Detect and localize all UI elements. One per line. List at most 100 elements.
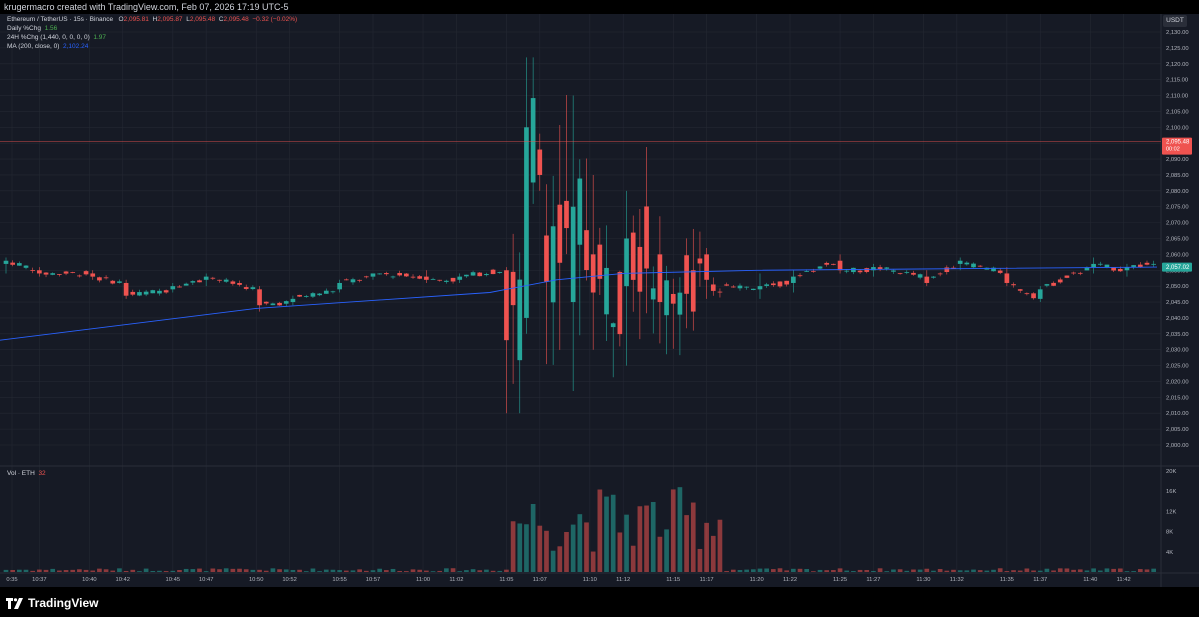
time-axis[interactable]: 0:35 10:37 10:40 10:42 10:45 10:47 10:50 10:52 1… — [6, 577, 1130, 583]
candle-body — [317, 293, 322, 296]
volume-bar — [530, 504, 536, 572]
candle-body — [377, 273, 382, 275]
candle-body — [1084, 267, 1090, 271]
ohlc-item: O2,095.81 — [118, 16, 149, 23]
candle-body — [70, 272, 76, 273]
volume-bar — [110, 570, 116, 572]
candle-body — [1111, 267, 1116, 271]
volume-bar — [10, 569, 16, 572]
ohlc-item: C2,095.48 — [218, 16, 249, 23]
candle-body — [544, 235, 549, 282]
volume-bar — [377, 568, 382, 572]
candle-body — [444, 280, 449, 282]
volume-bar — [283, 569, 289, 572]
volume-bar — [237, 568, 242, 572]
volume-bar — [677, 487, 683, 572]
brand-name: TradingView — [28, 596, 99, 610]
time-tick-label: 10:55 — [332, 577, 347, 583]
candle-body — [924, 276, 930, 283]
legend-ma-row[interactable]: MA (200, close, 0) 2,102.24 — [7, 43, 88, 51]
candle-body — [90, 273, 96, 277]
volume-bar — [310, 568, 316, 572]
candle-body — [717, 291, 723, 293]
candle-body — [831, 263, 836, 265]
candle-body — [203, 276, 209, 280]
candle-body — [750, 288, 756, 290]
candle-body — [243, 287, 249, 289]
volume-bar — [564, 532, 569, 572]
volume-bar — [323, 569, 329, 572]
volume-bar — [877, 568, 883, 572]
price-tick-label: 2,010.00 — [1166, 411, 1189, 417]
candle-body — [937, 273, 943, 275]
volume-bar — [951, 569, 956, 572]
candle-body — [217, 279, 222, 281]
symbol-name[interactable]: Ethereum / TetherUS · 15s · Binance — [7, 16, 114, 23]
candle-body — [644, 206, 649, 269]
price-tick-label: 2,000.00 — [1166, 443, 1189, 449]
volume-bar — [570, 524, 576, 572]
candle-body — [30, 270, 36, 271]
candle-body — [577, 178, 583, 245]
volume-bar — [303, 571, 309, 572]
candle-body — [57, 274, 62, 275]
volume-bar — [197, 568, 202, 572]
moving-average-line — [0, 266, 1158, 341]
volume-bar — [1031, 570, 1036, 572]
volume-bar — [630, 545, 636, 572]
volume-bar — [957, 570, 963, 572]
volume-bar — [710, 535, 716, 572]
price-tick-label: 2,060.00 — [1166, 252, 1189, 258]
candle-body — [183, 283, 189, 286]
volume-bar — [77, 569, 82, 572]
volume-bar — [650, 502, 656, 572]
legend-24h-row[interactable]: 24H %Chg (1,440, 0, 0, 0, 0) 1.97 — [7, 34, 106, 42]
volume-bar — [157, 570, 162, 572]
candle-body — [303, 296, 309, 297]
legend-volume-row[interactable]: Vol · ETH 32 — [7, 470, 46, 478]
volume-bar — [97, 568, 102, 572]
chart-canvas[interactable]: 2,130.00 2,125.00 2,120.00 2,115.00 2,110.00… — [0, 14, 1199, 587]
price-axis[interactable]: 2,130.00 2,125.00 2,120.00 2,115.00 2,110.00… — [1166, 30, 1189, 449]
volume-bar — [210, 568, 216, 572]
time-tick-label: 11:25 — [833, 577, 847, 583]
volume-axis[interactable]: 20K 16K 12K 8K 4K — [1166, 469, 1176, 556]
volume-bar — [243, 569, 249, 572]
candle-body — [737, 285, 743, 289]
legend-daily-row[interactable]: Daily %Chg 1.56 — [7, 25, 57, 33]
time-tick-label: 10:40 — [82, 577, 97, 583]
candle-body — [83, 271, 89, 275]
candle-body — [1117, 268, 1123, 272]
volume-bar — [617, 532, 623, 572]
candle-body — [43, 272, 49, 275]
candle-body — [764, 284, 769, 286]
candle-body — [470, 272, 476, 276]
candle-body — [103, 277, 109, 279]
price-tick-label: 2,050.00 — [1166, 284, 1189, 290]
candle-body — [1104, 264, 1110, 268]
candle-body — [704, 254, 709, 280]
ma-price-tag — [1162, 262, 1192, 272]
ma-label: MA (200, close, 0) — [7, 43, 60, 50]
volume-bar — [290, 569, 296, 572]
currency-button[interactable]: USDT — [1163, 15, 1187, 27]
candle-body — [1044, 284, 1050, 286]
candle-body — [690, 270, 696, 312]
candle-body — [297, 294, 302, 297]
volume-bar — [43, 569, 49, 572]
volume-bar — [337, 570, 342, 572]
candle-body — [177, 286, 182, 288]
volume-bar — [250, 569, 256, 572]
volume-bar — [931, 570, 936, 572]
volume-bar — [804, 569, 810, 572]
candle-body — [97, 277, 102, 281]
ma-price-tag-text: 2,057.02 — [1166, 265, 1190, 271]
candle-body — [604, 267, 609, 315]
candle-body — [537, 149, 543, 175]
candle-body — [951, 267, 956, 269]
price-tick-label: 2,015.00 — [1166, 395, 1189, 401]
volume-bar — [610, 494, 616, 572]
candle-body — [964, 262, 970, 265]
volume-bar — [1117, 568, 1123, 572]
volume-bar — [263, 570, 269, 572]
